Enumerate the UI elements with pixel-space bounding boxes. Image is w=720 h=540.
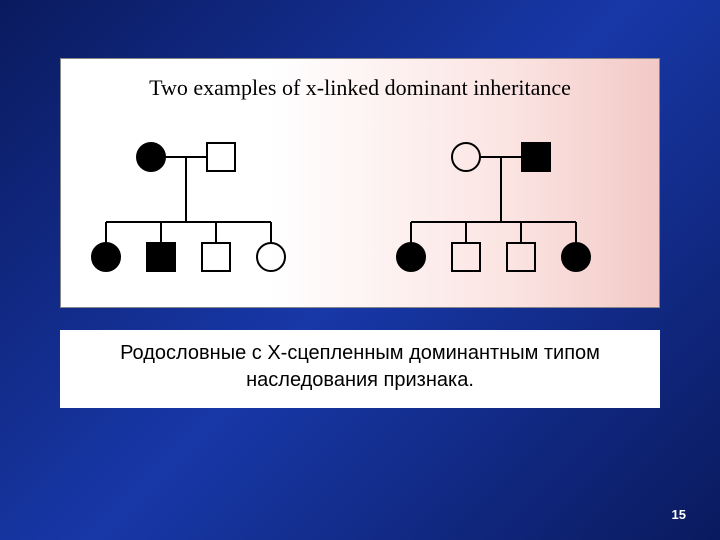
slide-root: Two examples of x-linked dominant inheri… (0, 0, 720, 540)
child-0-2-square (202, 243, 230, 271)
page-number: 15 (672, 507, 686, 522)
parent-0-1-square (207, 143, 235, 171)
diagram-title: Two examples of x-linked dominant inheri… (61, 75, 659, 101)
diagram-panel: Two examples of x-linked dominant inheri… (60, 58, 660, 308)
caption-box: Родословные с Х-сцепленным доминантным т… (60, 330, 660, 408)
caption-line2: наследования признака. (68, 367, 652, 394)
parent-1-1-square (522, 143, 550, 171)
child-0-3-circle (257, 243, 285, 271)
pedigree-diagram (61, 117, 661, 307)
child-1-1-square (452, 243, 480, 271)
child-1-3-circle (562, 243, 590, 271)
caption-line1: Родословные с Х-сцепленным доминантным т… (68, 340, 652, 367)
child-0-1-square (147, 243, 175, 271)
child-0-0-circle (92, 243, 120, 271)
child-1-0-circle (397, 243, 425, 271)
parent-0-0-circle (137, 143, 165, 171)
child-1-2-square (507, 243, 535, 271)
parent-1-0-circle (452, 143, 480, 171)
